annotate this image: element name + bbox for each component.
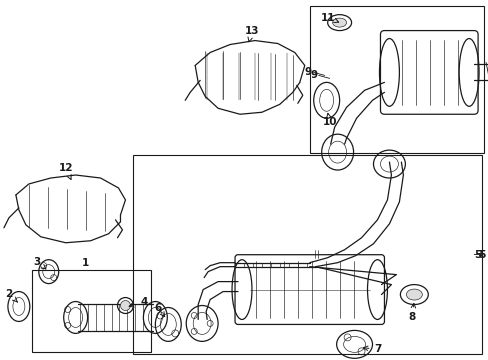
Text: 9: 9 [304,67,311,77]
Text: 2: 2 [5,289,18,302]
Text: 5: 5 [473,250,481,260]
Text: 12: 12 [59,163,73,180]
Ellipse shape [332,18,346,27]
Text: 3: 3 [33,257,46,269]
Ellipse shape [120,301,130,310]
Ellipse shape [406,289,422,300]
Text: 10: 10 [322,113,336,127]
Text: 13: 13 [244,26,259,42]
Text: 6: 6 [154,302,164,316]
Bar [309,6,483,153]
Text: 4: 4 [129,297,147,307]
Text: 9: 9 [310,71,317,80]
Text: 8: 8 [408,303,415,323]
Text: 7: 7 [363,345,381,354]
Bar [133,155,481,354]
Text: 11: 11 [320,13,338,23]
Bar [32,270,151,352]
Text: ─5: ─5 [472,250,486,260]
Text: 1: 1 [82,258,89,268]
